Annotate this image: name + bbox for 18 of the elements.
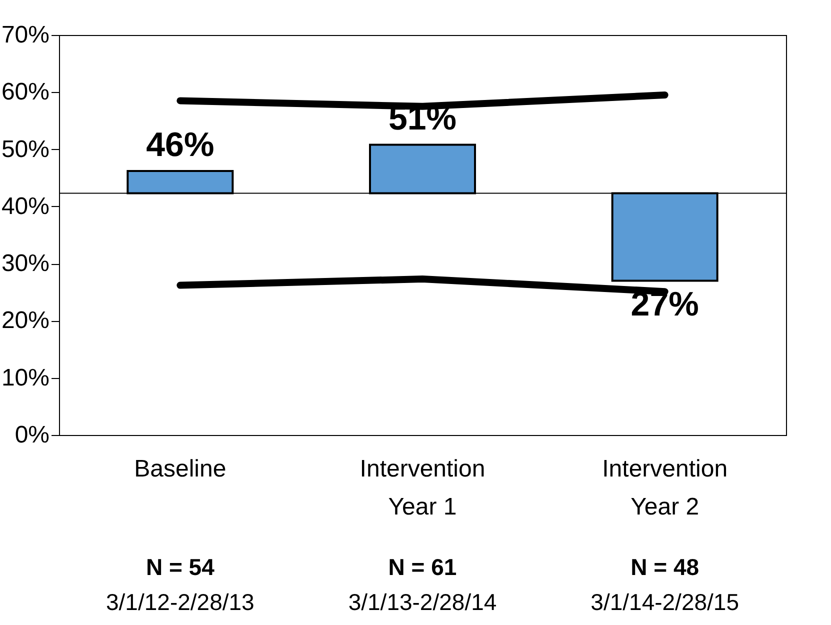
text: 3/1/14-2/28/15 <box>590 589 740 615</box>
y-tick-label: 10% <box>1 364 50 392</box>
x-tick-label: Baseline <box>134 456 226 482</box>
y-tick-label: 20% <box>1 307 50 334</box>
y-tick-label: 70% <box>1 22 50 48</box>
x-tick-label: Intervention Year 2 <box>602 456 728 520</box>
y-tick-label: 30% <box>1 250 50 278</box>
x-tick-label: Intervention Year 1 <box>360 456 486 520</box>
y-tick-label: 60% <box>1 78 50 106</box>
text: 3/1/13-2/28/14 <box>348 589 497 615</box>
text: N = 48 <box>630 554 700 580</box>
data-label: 46% <box>146 126 214 164</box>
y-tick-label: 50% <box>1 136 50 163</box>
y-tick-label: 0% <box>14 422 50 448</box>
text: N = 61 <box>388 554 457 580</box>
y-tick-label: 40% <box>1 192 50 220</box>
text: N = 54 <box>146 554 215 580</box>
text: 3/1/12-2/28/13 <box>106 589 254 615</box>
